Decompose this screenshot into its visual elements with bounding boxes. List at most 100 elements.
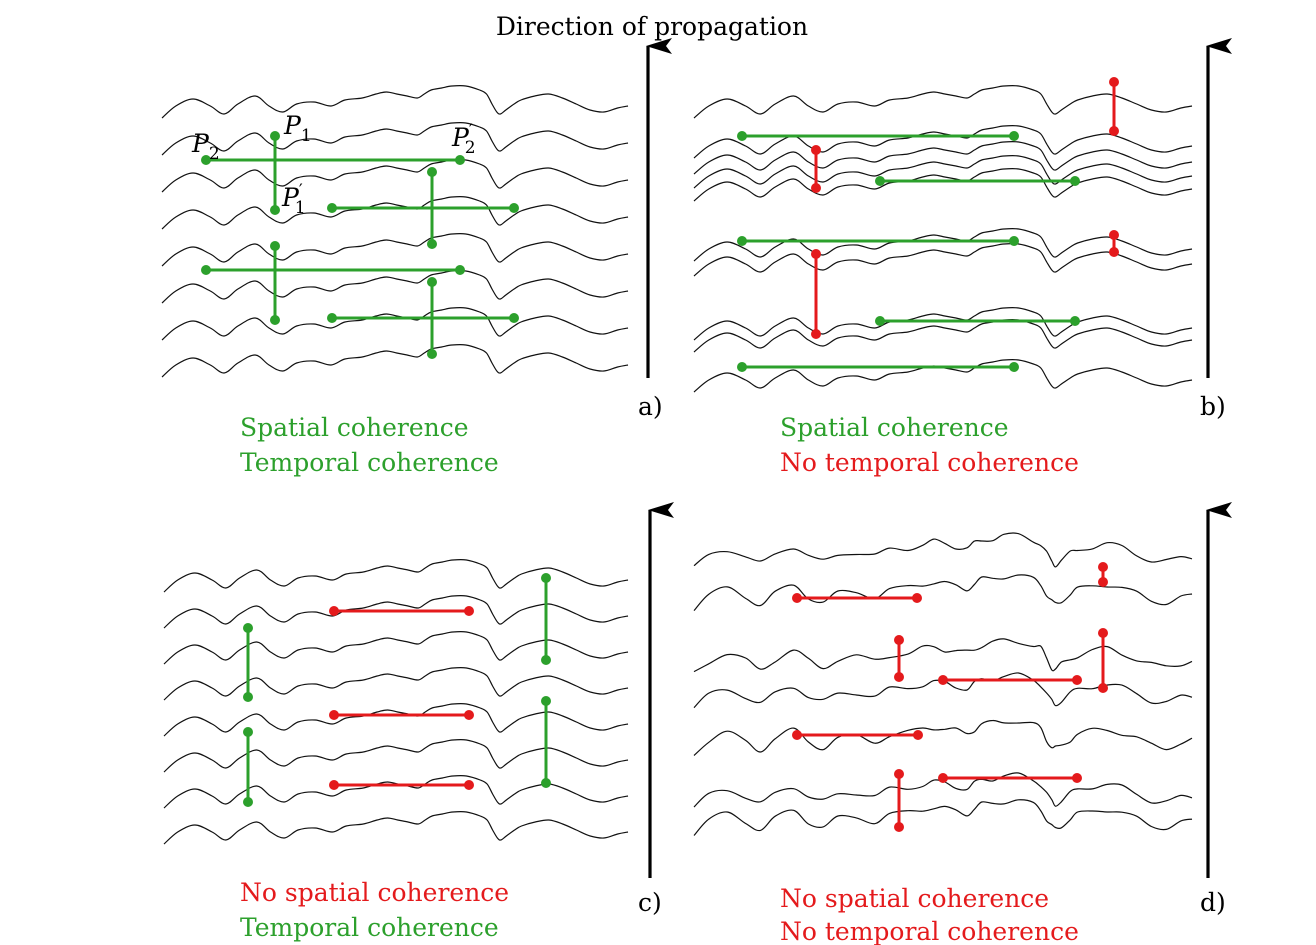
panel-a-spatial-caption: Spatial coherence bbox=[240, 413, 469, 442]
panel-a-temporal-caption: Temporal coherence bbox=[240, 448, 499, 477]
spatial-point bbox=[329, 710, 339, 720]
wavefront-line bbox=[163, 703, 629, 737]
panel-a-waves bbox=[161, 85, 629, 378]
wavefront-line bbox=[693, 319, 1193, 353]
spatial-point bbox=[1072, 675, 1082, 685]
wavefront-line bbox=[693, 772, 1193, 808]
temporal-point bbox=[811, 183, 821, 193]
spatial-point bbox=[912, 593, 922, 603]
panel-b-temporal-caption: No temporal coherence bbox=[780, 448, 1079, 477]
panel-b-links bbox=[737, 77, 1119, 372]
spatial-point bbox=[1072, 773, 1082, 783]
wavefront-line bbox=[693, 85, 1193, 119]
wavefront-line bbox=[161, 233, 629, 267]
panel-a-point-labels: P2 P1 P′ 2 P′ 1 bbox=[191, 111, 476, 218]
wavefront-line bbox=[161, 196, 629, 230]
spatial-point bbox=[737, 236, 747, 246]
temporal-point bbox=[541, 778, 551, 788]
spatial-point bbox=[792, 593, 802, 603]
spatial-point bbox=[201, 155, 211, 165]
temporal-point bbox=[1098, 562, 1108, 572]
panel-d-links bbox=[792, 562, 1108, 832]
temporal-point bbox=[1098, 628, 1108, 638]
spatial-point bbox=[1009, 362, 1019, 372]
spatial-point bbox=[509, 203, 519, 213]
spatial-point bbox=[938, 675, 948, 685]
label-p2: P2 bbox=[191, 129, 220, 164]
label-p1-prime: P′ 1 bbox=[281, 181, 306, 218]
wavefront-line bbox=[163, 559, 629, 593]
panel-c-waves bbox=[163, 559, 629, 845]
wavefront-line bbox=[693, 168, 1193, 202]
temporal-point bbox=[427, 167, 437, 177]
temporal-point bbox=[270, 205, 280, 215]
spatial-point bbox=[1009, 131, 1019, 141]
spatial-point bbox=[737, 131, 747, 141]
temporal-point bbox=[541, 696, 551, 706]
temporal-point bbox=[243, 692, 253, 702]
temporal-point bbox=[243, 623, 253, 633]
temporal-point bbox=[894, 822, 904, 832]
spatial-point bbox=[913, 730, 923, 740]
panel-b: b) Spatial coherence No temporal coheren… bbox=[693, 38, 1232, 477]
wavefront-line bbox=[161, 85, 629, 119]
wavefront-line bbox=[693, 799, 1193, 836]
wavefront-line bbox=[693, 574, 1193, 612]
temporal-point bbox=[811, 329, 821, 339]
panel-c-spatial-caption: No spatial coherence bbox=[240, 878, 509, 907]
panel-d-temporal-caption: No temporal coherence bbox=[780, 917, 1079, 945]
wavefront-line bbox=[161, 159, 629, 193]
wavefront-line bbox=[163, 667, 629, 701]
wavefront-line bbox=[693, 228, 1193, 262]
wavefront-line bbox=[163, 811, 629, 845]
wavefront-line bbox=[693, 243, 1193, 277]
temporal-point bbox=[1109, 230, 1119, 240]
temporal-point bbox=[243, 797, 253, 807]
temporal-point bbox=[270, 241, 280, 251]
wavefront-line bbox=[161, 122, 629, 156]
wavefront-line bbox=[693, 307, 1193, 341]
temporal-point bbox=[541, 573, 551, 583]
temporal-point bbox=[427, 239, 437, 249]
spatial-point bbox=[875, 316, 885, 326]
spatial-point bbox=[737, 362, 747, 372]
wavefront-line bbox=[163, 775, 629, 809]
temporal-point bbox=[811, 145, 821, 155]
panel-b-label: b) bbox=[1200, 392, 1226, 421]
panel-a-links bbox=[201, 131, 519, 359]
temporal-point bbox=[427, 349, 437, 359]
wavefront-line bbox=[693, 532, 1193, 568]
spatial-point bbox=[938, 773, 948, 783]
temporal-point bbox=[427, 277, 437, 287]
figure-title: Direction of propagation bbox=[496, 12, 808, 41]
temporal-point bbox=[1109, 247, 1119, 257]
panel-b-spatial-caption: Spatial coherence bbox=[780, 413, 1009, 442]
temporal-point bbox=[894, 672, 904, 682]
panel-c-links bbox=[243, 573, 551, 807]
temporal-point bbox=[1109, 77, 1119, 87]
panel-d: d) No spatial coherence No temporal cohe… bbox=[693, 502, 1232, 945]
wavefront-line bbox=[163, 631, 629, 665]
spatial-point bbox=[1009, 236, 1019, 246]
wavefront-line bbox=[161, 307, 629, 341]
spatial-point bbox=[464, 780, 474, 790]
panel-d-spatial-caption: No spatial coherence bbox=[780, 884, 1049, 913]
wavefront-line bbox=[693, 719, 1193, 756]
wavefront-line bbox=[693, 155, 1193, 189]
spatial-point bbox=[329, 780, 339, 790]
temporal-point bbox=[1098, 577, 1108, 587]
panel-c-temporal-caption: Temporal coherence bbox=[240, 913, 499, 942]
spatial-point bbox=[464, 606, 474, 616]
panel-c-label: c) bbox=[638, 888, 662, 917]
spatial-point bbox=[327, 313, 337, 323]
spatial-point bbox=[792, 730, 802, 740]
spatial-point bbox=[455, 265, 465, 275]
temporal-point bbox=[894, 635, 904, 645]
spatial-point bbox=[327, 203, 337, 213]
spatial-point bbox=[509, 313, 519, 323]
wavefront-line bbox=[693, 638, 1193, 673]
panel-c: c) No spatial coherence Temporal coheren… bbox=[163, 502, 674, 942]
temporal-point bbox=[270, 315, 280, 325]
temporal-point bbox=[811, 249, 821, 259]
